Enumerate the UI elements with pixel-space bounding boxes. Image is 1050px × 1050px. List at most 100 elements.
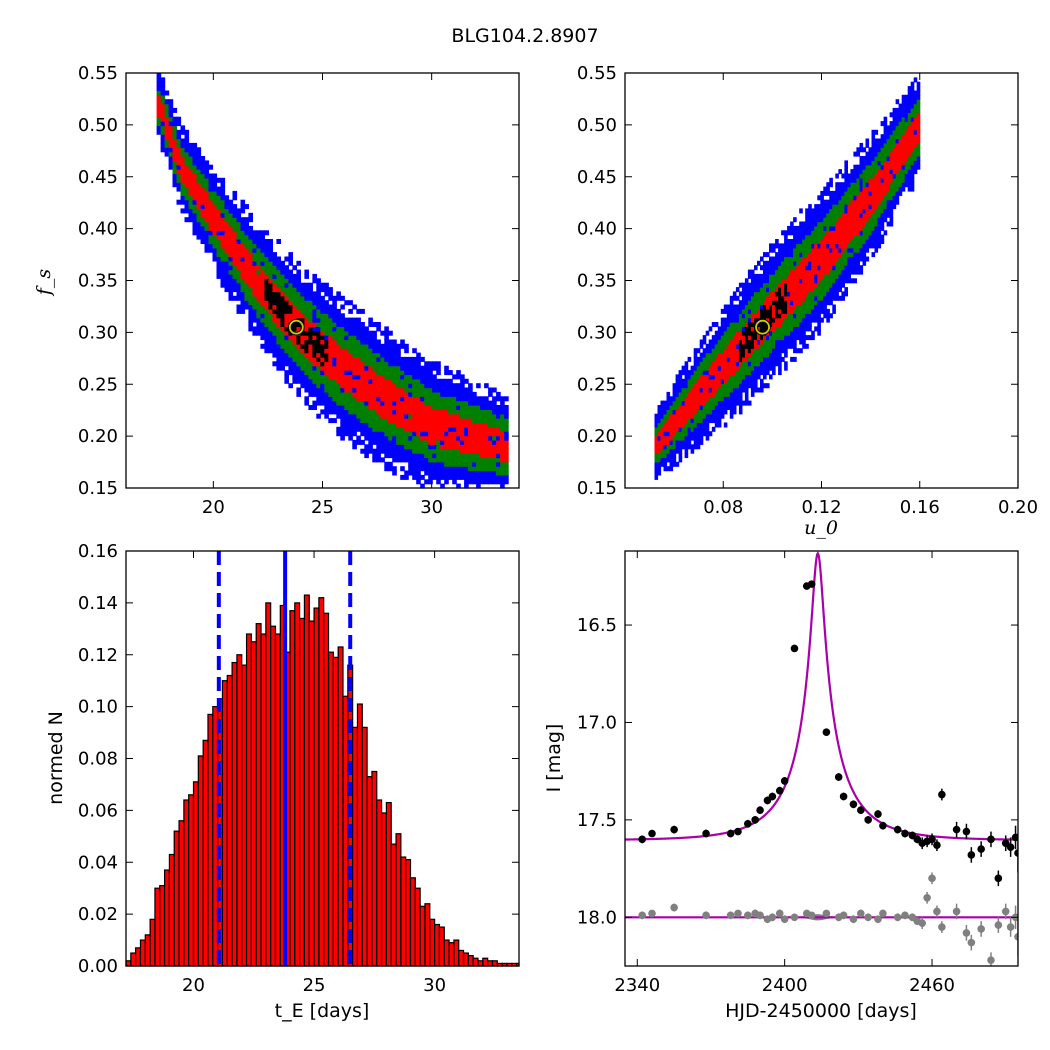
- density-cell: [344, 348, 349, 354]
- density-cell: [817, 330, 821, 336]
- density-cell: [874, 204, 879, 210]
- density-cell: [844, 278, 848, 284]
- density-cell: [871, 208, 876, 214]
- density-cell: [248, 308, 253, 314]
- density-cell: [877, 234, 882, 240]
- density-cell: [352, 409, 357, 415]
- density-cell: [324, 304, 329, 310]
- density-cell: [729, 396, 734, 402]
- density-cell: [256, 304, 261, 310]
- density-cell: [236, 295, 242, 301]
- density-cell: [750, 269, 755, 275]
- density-cell: [240, 300, 246, 306]
- density-cell: [196, 173, 202, 179]
- density-cell: [838, 195, 842, 201]
- density-cell: [675, 422, 680, 428]
- density-cell: [288, 256, 293, 262]
- density-cell: [847, 265, 851, 271]
- density-cell: [904, 125, 909, 131]
- density-cell: [420, 405, 425, 410]
- density-cell: [784, 361, 788, 367]
- density-cell: [729, 383, 734, 389]
- density-cell: [841, 247, 845, 253]
- density-cell: [796, 317, 800, 323]
- density-cell: [248, 247, 253, 253]
- density-cell: [687, 378, 692, 384]
- density-cell: [862, 182, 867, 188]
- density-cell: [372, 378, 377, 384]
- density-cell: [841, 256, 845, 262]
- density-cell: [823, 247, 827, 253]
- density-cell: [738, 322, 743, 327]
- density-cell: [352, 400, 357, 406]
- density-cell: [460, 453, 465, 459]
- density-cell: [324, 361, 329, 367]
- density-cell: [304, 387, 309, 393]
- density-cell: [862, 173, 867, 179]
- density-cell: [316, 300, 321, 306]
- density-cell: [859, 265, 864, 271]
- histogram-bar: [163, 869, 171, 967]
- density-cell: [898, 129, 903, 135]
- density-cell: [348, 317, 353, 323]
- density-cell: [859, 212, 864, 218]
- density-cell: [669, 466, 674, 472]
- density-cell: [368, 370, 373, 376]
- density-cell: [216, 208, 222, 214]
- density-cell: [384, 387, 389, 393]
- histogram-bar: [308, 620, 315, 967]
- density-cell: [400, 444, 405, 450]
- density-cell: [741, 361, 746, 367]
- density-cell: [276, 365, 281, 371]
- density-cell: [711, 418, 716, 424]
- density-cell: [853, 173, 857, 179]
- density-cell: [484, 396, 489, 402]
- density-cell: [452, 431, 457, 437]
- density-cell: [456, 466, 461, 472]
- density-cell: [256, 330, 261, 336]
- density-cell: [248, 269, 253, 275]
- density-cell: [268, 282, 273, 288]
- density-cell: [228, 273, 234, 279]
- density-cell: [769, 313, 773, 319]
- density-cell: [757, 282, 761, 288]
- data-point: [744, 819, 752, 828]
- density-cell: [320, 300, 325, 306]
- density-cell: [252, 282, 257, 288]
- density-cell: [356, 317, 361, 323]
- density-cell: [356, 396, 361, 402]
- density-cell: [766, 383, 770, 389]
- density-cell: [416, 378, 421, 384]
- density-cell: [340, 365, 345, 371]
- density-cell: [432, 435, 437, 441]
- density-cell: [464, 474, 469, 480]
- density-cell: [763, 343, 767, 349]
- density-cell: [496, 479, 501, 485]
- density-cell: [744, 396, 749, 402]
- density-cell: [476, 426, 481, 432]
- density-cell: [871, 230, 876, 236]
- density-cell: [760, 291, 764, 297]
- density-cell: [372, 361, 377, 367]
- density-cell: [829, 182, 833, 188]
- density-cell: [304, 365, 309, 371]
- density-cell: [212, 199, 218, 205]
- density-cell: [348, 387, 353, 393]
- density-cell: [895, 182, 900, 188]
- density-cell: [738, 313, 743, 319]
- density-cell: [904, 147, 909, 153]
- density-cell: [240, 287, 246, 293]
- density-cell: [856, 173, 860, 179]
- density-cell: [236, 252, 242, 258]
- density-cell: [312, 273, 317, 279]
- density-cell: [360, 330, 365, 336]
- density-cell: [468, 461, 473, 467]
- density-cell: [901, 138, 906, 144]
- density-cell: [720, 374, 725, 380]
- density-cell: [880, 208, 885, 214]
- density-cell: [835, 195, 839, 201]
- density-cell: [204, 225, 210, 231]
- density-cell: [392, 352, 397, 358]
- density-cell: [760, 304, 764, 310]
- density-cell: [380, 365, 385, 371]
